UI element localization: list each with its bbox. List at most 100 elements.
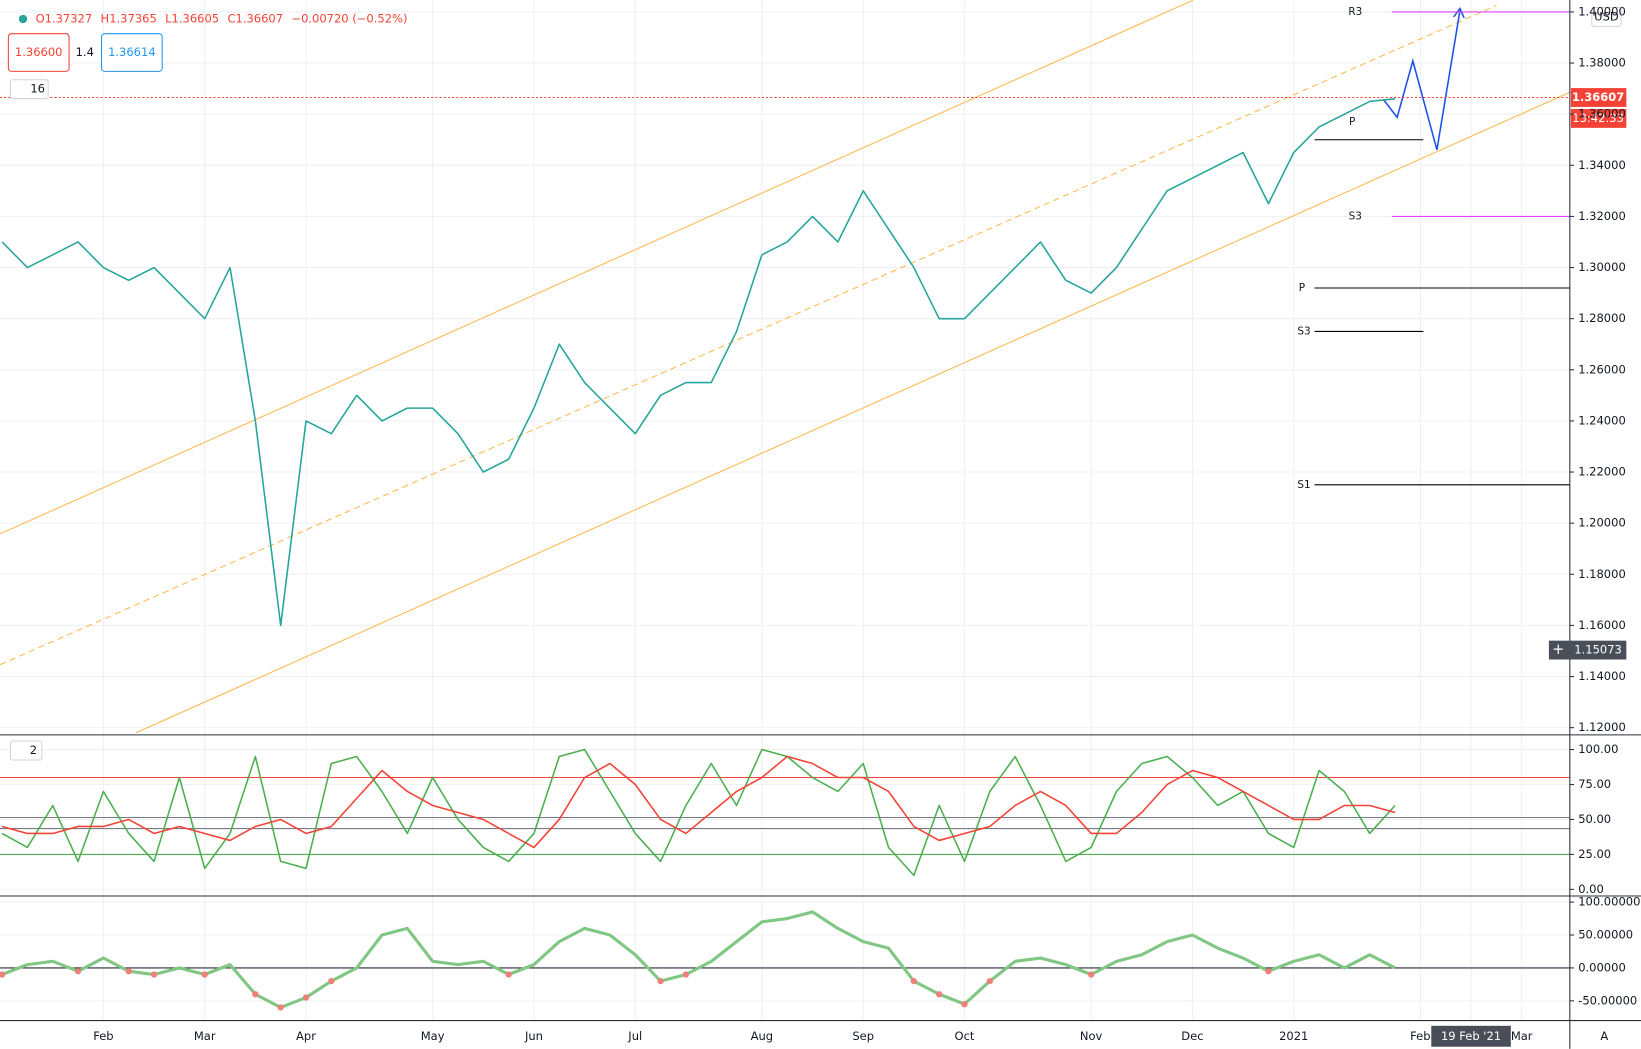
y-tick-label: 0.00	[1578, 882, 1604, 896]
ohlc-value: H1.37365	[101, 12, 157, 26]
date-tag	[1431, 1025, 1511, 1047]
x-tick-label: Nov	[1080, 1029, 1103, 1043]
x-tick-label: 19 Feb '21	[1441, 1029, 1501, 1043]
y-tick-label: 1.28000	[1578, 311, 1626, 325]
countdown-tag	[1570, 109, 1627, 128]
x-tick-label: Mar	[1511, 1029, 1533, 1043]
y-tick-label: 1.38000	[1578, 56, 1626, 70]
crosshair-plus: +	[1552, 641, 1564, 658]
y-tick-label: 1.12000	[1578, 720, 1626, 734]
x-tick-label: Dec	[1181, 1029, 1203, 1043]
y-tick-label: 50.00	[1578, 812, 1611, 826]
negative-point	[682, 971, 690, 978]
indicators-toggle[interactable]	[9, 79, 49, 100]
x-tick-label: 2021	[1279, 1029, 1308, 1043]
ohlc-legend: O1.37327 H1.37365 L1.36605 C1.36607 −0.00720…	[36, 12, 408, 26]
ask: 1.36614	[108, 45, 156, 59]
y-tick-label: 1.14000	[1578, 669, 1626, 683]
x-tick-label: Jun	[524, 1029, 543, 1043]
y-tick-label: 1.32000	[1578, 209, 1626, 223]
negative-point	[125, 968, 132, 975]
y-tick-label: 0.00000	[1578, 960, 1626, 974]
x-tick-label: Oct	[955, 1029, 975, 1043]
negative-point	[910, 977, 917, 985]
pivot-label: S3	[1349, 210, 1362, 222]
negative-point	[252, 991, 259, 998]
negative-point	[1265, 968, 1272, 975]
grid	[0, 0, 1570, 1021]
negative-point	[0, 971, 6, 978]
y-tick-label: -50.00000	[1578, 993, 1637, 1007]
y-tick-label: 50.00000	[1578, 927, 1633, 941]
pivot-label: R3	[1348, 6, 1362, 18]
drawings	[0, 0, 1571, 734]
y-tick-label: 1.40000	[1578, 4, 1626, 18]
x-tick-label: Feb	[93, 1029, 113, 1043]
pane-indicators-toggle[interactable]	[9, 740, 43, 761]
status-dot	[18, 14, 28, 24]
pane-indicators-count: 2	[30, 743, 37, 757]
series-line	[1, 98, 1396, 627]
y-tick-label: 100.00000	[1578, 895, 1640, 909]
y-tick-label: 1.26000	[1578, 362, 1626, 376]
negative-point	[302, 994, 310, 1001]
negative-point	[936, 991, 943, 998]
y-tick-label: 1.20000	[1578, 516, 1626, 530]
bid: 1.36600	[15, 45, 63, 59]
negative-point	[277, 1004, 284, 1011]
pivot-label: S1	[1297, 479, 1310, 491]
x-tick-label: Sep	[852, 1029, 874, 1043]
negative-point	[150, 971, 158, 978]
negative-point	[201, 971, 208, 978]
arrowhead	[1453, 7, 1465, 19]
auto-scale[interactable]: A	[1600, 1029, 1608, 1043]
negative-point	[328, 977, 335, 985]
projection	[1382, 10, 1461, 151]
buy-button[interactable]	[100, 33, 163, 72]
plot: R3 P S3 P S3 S1	[0, 6, 1570, 1011]
y-tick-label: 1.34000	[1578, 158, 1626, 172]
y-tick-label: 1.22000	[1578, 465, 1626, 479]
y-tick-label: 1.18000	[1578, 567, 1626, 581]
pivot-label: S3	[1297, 325, 1310, 337]
channel-line	[0, 0, 1194, 535]
negative-point	[1087, 971, 1095, 978]
channel-line	[135, 91, 1571, 734]
last-price: 1.36607	[1572, 90, 1624, 104]
negative-point	[74, 968, 82, 975]
y-tick-label: 1.24000	[1578, 413, 1626, 427]
last-price-tag	[1570, 88, 1627, 107]
spread: 1.4	[76, 45, 94, 59]
y-tick-label: 1.16000	[1578, 618, 1626, 632]
ohlc-value: −0.00720 (−0.52%)	[291, 12, 407, 26]
x-tick-label: Feb	[1410, 1029, 1430, 1043]
x-tick-label: May	[421, 1029, 445, 1043]
ohlc-value: O1.37327	[36, 12, 93, 26]
series-line	[1, 748, 1396, 877]
y-tick-label: 1.30000	[1578, 260, 1626, 274]
y-tick-label: 75.00	[1578, 777, 1611, 791]
ohlc-value: C1.36607	[227, 12, 283, 26]
negative-point	[986, 977, 993, 985]
sell-button[interactable]	[7, 33, 70, 72]
currency-button[interactable]	[1591, 6, 1622, 27]
channel-mid	[0, 4, 1497, 666]
negative-point	[657, 977, 664, 985]
negative-point	[505, 971, 512, 978]
negative-point	[961, 1001, 968, 1008]
countdown: 13:42:33	[1572, 111, 1624, 125]
x-tick-label: Aug	[751, 1029, 773, 1043]
crosshair-tag	[1548, 640, 1627, 660]
pivot-label: P	[1349, 116, 1355, 128]
y-tick-label: 100.00	[1578, 742, 1618, 756]
x-tick-label: Jul	[627, 1029, 642, 1043]
crosshair-price: 1.15073	[1574, 643, 1622, 657]
x-tick-label: Mar	[194, 1029, 216, 1043]
x-tick-label: Apr	[296, 1029, 316, 1043]
currency: USD	[1594, 9, 1619, 23]
indicators-count: 16	[30, 82, 45, 96]
y-tick-label: 25.00	[1578, 847, 1611, 861]
series-line	[1, 910, 1396, 1010]
